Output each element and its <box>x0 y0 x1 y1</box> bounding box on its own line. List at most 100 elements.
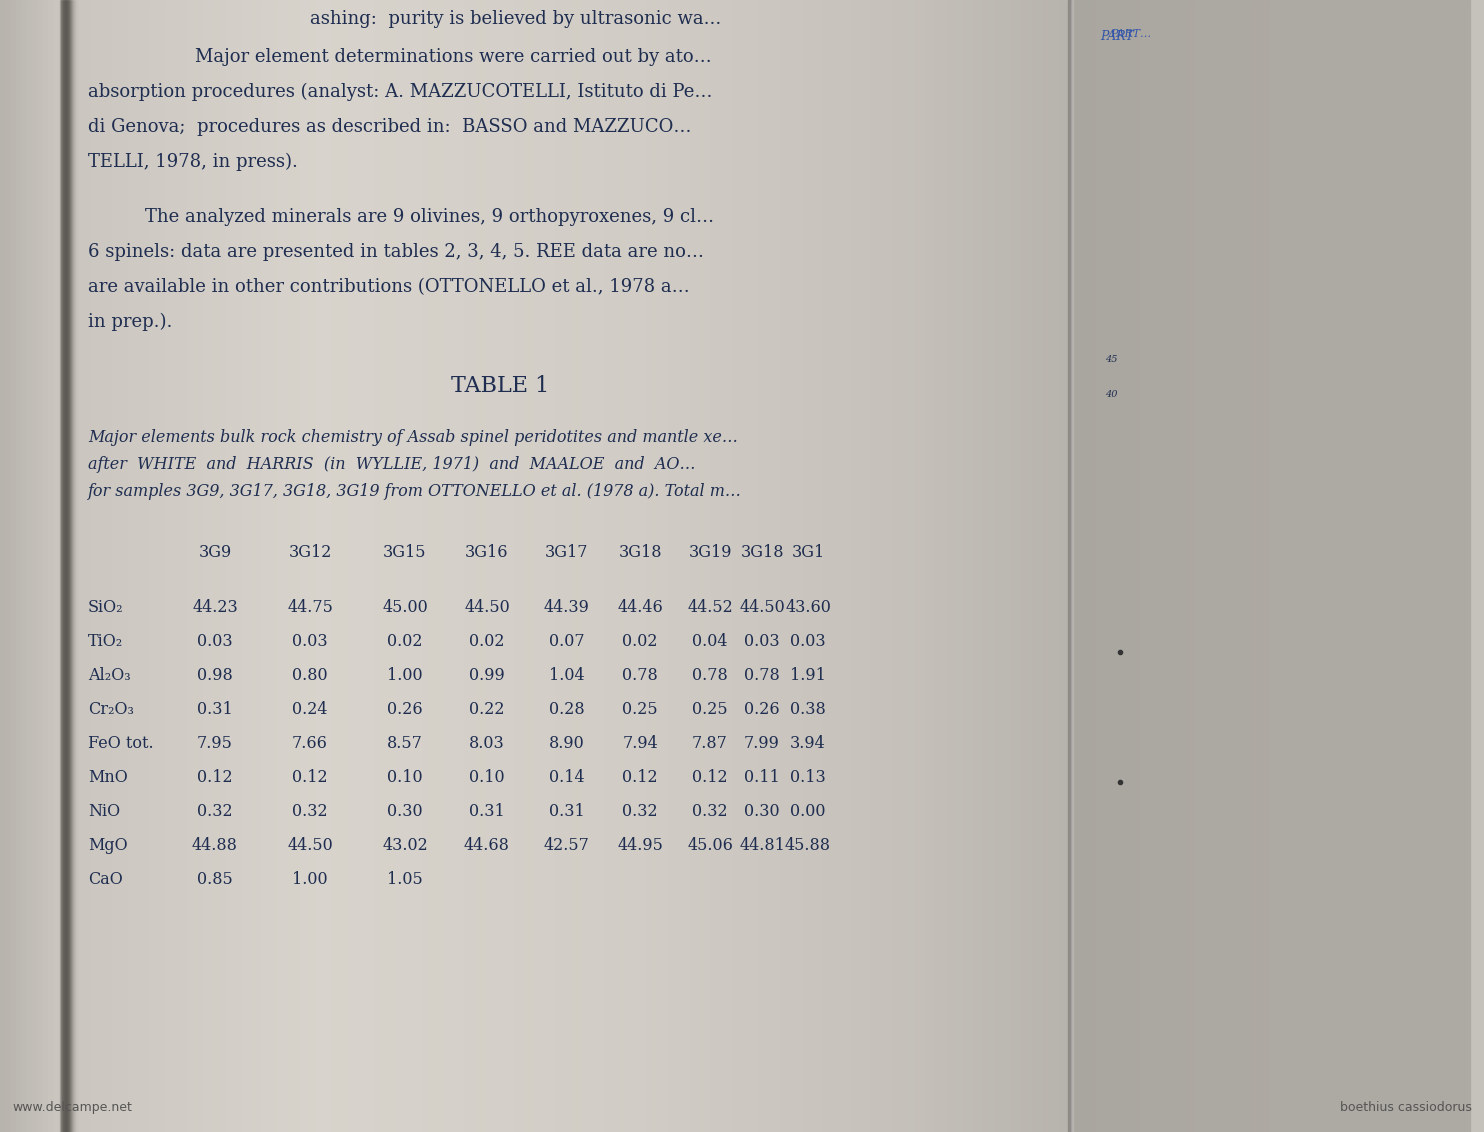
Bar <box>1333 0 1334 1132</box>
Bar <box>1460 0 1462 1132</box>
Text: di Genova;  procedures as described in:  BASSO and MAZZUCO…: di Genova; procedures as described in: B… <box>88 118 692 136</box>
Bar <box>577 0 585 1132</box>
Bar <box>1392 0 1393 1132</box>
Bar <box>1293 0 1294 1132</box>
Bar <box>513 0 519 1132</box>
Text: 7.66: 7.66 <box>292 735 328 752</box>
Bar <box>1132 0 1134 1132</box>
Bar <box>1258 0 1260 1132</box>
Bar <box>604 0 611 1132</box>
Bar <box>454 0 462 1132</box>
Bar <box>263 0 269 1132</box>
Bar <box>1380 0 1382 1132</box>
Text: The analyzed minerals are 9 olivines, 9 orthopyroxenes, 9 cl…: The analyzed minerals are 9 olivines, 9 … <box>145 208 714 226</box>
Bar <box>551 0 558 1132</box>
Bar <box>1451 0 1454 1132</box>
Bar <box>1247 0 1248 1132</box>
Bar <box>21 0 28 1132</box>
Bar <box>1103 0 1104 1132</box>
Bar <box>1166 0 1168 1132</box>
Bar <box>1174 0 1175 1132</box>
Bar <box>883 0 889 1132</box>
Bar <box>674 0 681 1132</box>
Bar <box>91 0 98 1132</box>
Bar <box>64 0 71 1132</box>
Bar <box>1432 0 1434 1132</box>
Text: TiO₂: TiO₂ <box>88 633 123 650</box>
Text: 0.32: 0.32 <box>622 803 657 820</box>
Bar <box>1347 0 1350 1132</box>
Text: 44.52: 44.52 <box>687 599 733 616</box>
Bar <box>850 0 856 1132</box>
Bar <box>1388 0 1391 1132</box>
Bar <box>1426 0 1428 1132</box>
Bar <box>1128 0 1129 1132</box>
Bar <box>1362 0 1364 1132</box>
Bar <box>840 0 846 1132</box>
Bar <box>1301 0 1304 1132</box>
Bar <box>1382 0 1385 1132</box>
Bar <box>684 0 692 1132</box>
Bar <box>936 0 942 1132</box>
Bar <box>1112 0 1114 1132</box>
Bar <box>1244 0 1247 1132</box>
Bar <box>1402 0 1404 1132</box>
Bar <box>1420 0 1422 1132</box>
Text: 43.02: 43.02 <box>381 837 427 854</box>
Bar <box>1184 0 1186 1132</box>
Bar <box>1215 0 1218 1132</box>
Bar <box>1260 0 1261 1132</box>
Text: FeO tot.: FeO tot. <box>88 735 154 752</box>
Bar <box>294 0 301 1132</box>
Text: 0.31: 0.31 <box>469 803 505 820</box>
Bar <box>0 0 99 1132</box>
Bar <box>594 0 600 1132</box>
Bar <box>1316 0 1318 1132</box>
Bar <box>1264 0 1266 1132</box>
Text: 0.04: 0.04 <box>692 633 727 650</box>
Bar <box>508 0 515 1132</box>
Bar <box>1074 0 1076 1132</box>
Bar <box>1454 0 1456 1132</box>
Text: 0.32: 0.32 <box>197 803 233 820</box>
Bar <box>1086 0 1088 1132</box>
Bar <box>1189 0 1190 1132</box>
Bar <box>1324 0 1327 1132</box>
Text: 45.06: 45.06 <box>687 837 733 854</box>
Text: 1.00: 1.00 <box>292 871 328 887</box>
Bar <box>556 0 562 1132</box>
Bar <box>1163 0 1166 1132</box>
Bar <box>401 0 408 1132</box>
Bar <box>1190 0 1192 1132</box>
Bar <box>101 0 108 1132</box>
Bar <box>1298 0 1300 1132</box>
Bar <box>1336 0 1339 1132</box>
Bar <box>1158 0 1160 1132</box>
Bar <box>503 0 509 1132</box>
Bar <box>1270 0 1272 1132</box>
Bar <box>1396 0 1398 1132</box>
Bar <box>942 0 948 1132</box>
Bar <box>413 0 418 1132</box>
Bar <box>620 0 626 1132</box>
Bar <box>1352 0 1353 1132</box>
Bar <box>1307 0 1310 1132</box>
Bar <box>546 0 552 1132</box>
Bar <box>1272 0 1273 1132</box>
Bar <box>920 0 926 1132</box>
Bar <box>160 0 166 1132</box>
Text: 43.60: 43.60 <box>785 599 831 616</box>
Bar <box>1162 0 1163 1132</box>
Bar <box>1358 0 1359 1132</box>
Bar <box>1209 0 1212 1132</box>
Bar <box>856 0 862 1132</box>
Bar <box>979 0 985 1132</box>
Bar <box>1287 0 1288 1132</box>
Text: 0.03: 0.03 <box>197 633 233 650</box>
Text: 40: 40 <box>1106 391 1117 398</box>
Bar <box>332 0 338 1132</box>
Bar <box>1313 0 1316 1132</box>
Bar <box>1411 0 1414 1132</box>
Text: 0.07: 0.07 <box>549 633 585 650</box>
Text: 0.10: 0.10 <box>387 769 423 786</box>
